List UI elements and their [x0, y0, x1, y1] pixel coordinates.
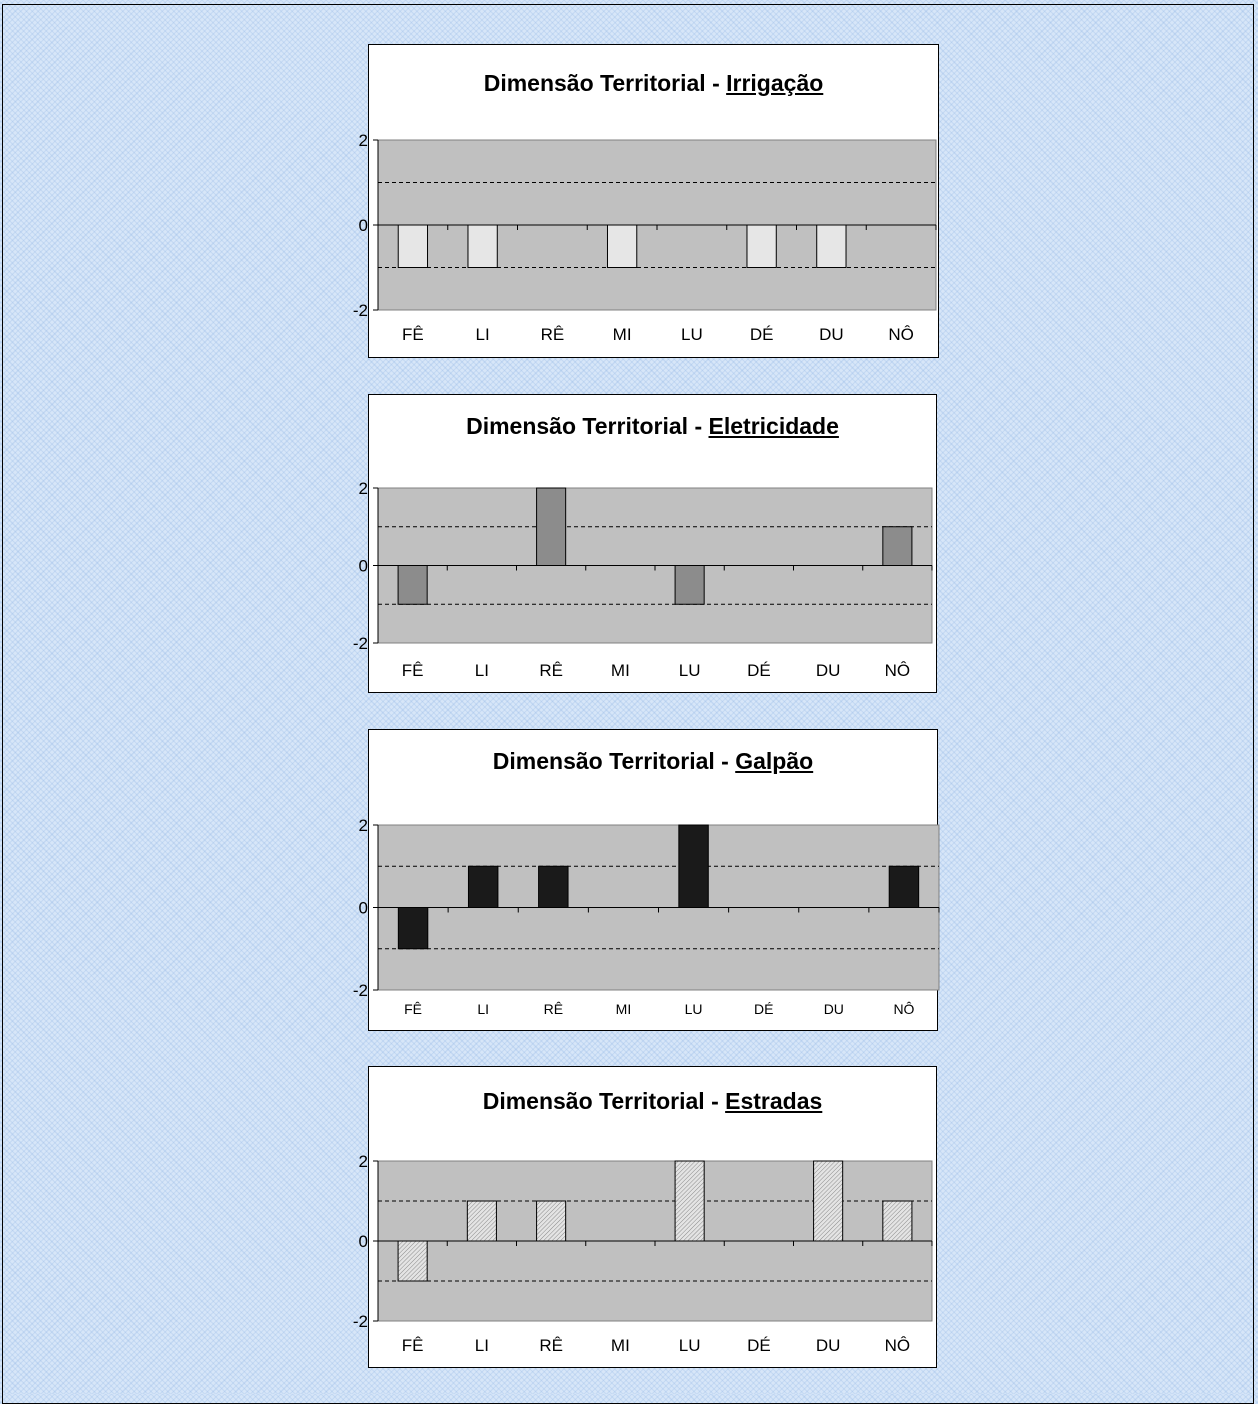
category-label: MI	[611, 661, 630, 680]
category-label: NÔ	[893, 1001, 914, 1017]
bar-NÔ	[882, 526, 913, 566]
bar-NÔ	[882, 1200, 913, 1242]
y-tick-label: -2	[353, 301, 368, 320]
bar-FÊ	[397, 224, 429, 268]
bar-FÊ	[397, 907, 429, 950]
chart-irrigacao: Dimensão Territorial - Irrigação 2 0 -2 FÊ L…	[353, 44, 939, 358]
chart-title-prefix: Dimensão Territorial -	[483, 70, 727, 96]
chart-title: Dimensão Territorial - Estradas	[369, 1088, 936, 1115]
bar-chart-eletricidade: 2 0 -2 FÊ LI RÊ MI LU DÉ DU NÔ	[353, 479, 933, 680]
category-label: RÊ	[544, 1001, 563, 1017]
category-label: MI	[613, 325, 632, 344]
y-tick-label: -2	[353, 634, 368, 653]
category-label: DU	[824, 1001, 844, 1017]
y-tick-label: 0	[359, 1232, 368, 1251]
chart-title: Dimensão Territorial - Eletricidade	[369, 413, 936, 440]
category-label: LI	[477, 1001, 489, 1017]
bar-FÊ	[397, 1240, 428, 1282]
category-label: LI	[475, 1336, 489, 1355]
chart-eletricidade: Dimensão Territorial - Eletricidade 2 0 -2…	[353, 394, 937, 693]
bar-LI	[467, 224, 498, 268]
y-tick-label: 2	[359, 1152, 368, 1171]
category-label: LU	[681, 325, 703, 344]
bar-FÊ	[397, 565, 428, 605]
y-tick-label: 2	[359, 479, 368, 498]
bar-RÊ	[536, 1200, 567, 1242]
y-tick-label: 2	[359, 131, 368, 150]
chart-title-subject: Eletricidade	[708, 413, 839, 439]
category-label: FÊ	[402, 1336, 424, 1355]
category-label: MI	[611, 1336, 630, 1355]
category-label: FÊ	[402, 661, 424, 680]
chart-galpao: Dimensão Territorial - Galpão 2 0 -2 FÊ LI RÊ…	[353, 729, 940, 1031]
bar-chart-irrigacao: 2 0 -2 FÊ LI RÊ MI LU DÉ DU NÔ	[353, 131, 937, 344]
y-tick-label: 2	[359, 816, 368, 835]
bar-LU	[678, 824, 709, 908]
category-label: RÊ	[541, 325, 565, 344]
chart-title-subject: Estradas	[725, 1088, 823, 1114]
category-label: MI	[616, 1001, 632, 1017]
bar-LI	[466, 1200, 497, 1242]
y-tick-label: -2	[353, 1312, 368, 1331]
chart-title: Dimensão Territorial - Galpão	[369, 748, 937, 775]
bar-RÊ	[536, 487, 567, 566]
chart-title-prefix: Dimensão Territorial -	[492, 748, 736, 774]
category-label: LU	[679, 1336, 701, 1355]
chart-title-subject: Irrigação	[726, 70, 824, 96]
category-label: LU	[685, 1001, 703, 1017]
category-label: FÊ	[404, 1001, 422, 1017]
bar-chart-estradas: 2 0 -2 FÊ LI RÊ MI LU DÉ DU NÔ	[353, 1152, 933, 1355]
category-label: FÊ	[402, 325, 424, 344]
y-tick-label: 0	[359, 216, 368, 235]
category-label: LU	[679, 661, 701, 680]
category-label: NÔ	[885, 1336, 911, 1355]
category-label: DU	[819, 325, 844, 344]
category-label: DÉ	[750, 325, 774, 344]
bar-MI	[606, 224, 638, 268]
category-label: DÉ	[754, 1001, 773, 1017]
y-tick-label: -2	[353, 981, 368, 1000]
bar-chart-galpao: 2 0 -2 FÊ LI RÊ MI LU DÉ DU NÔ	[353, 816, 940, 1017]
category-label: DU	[816, 661, 841, 680]
chart-title-subject: Galpão	[735, 748, 814, 774]
category-label: NÔ	[888, 325, 914, 344]
category-label: DÉ	[747, 1336, 771, 1355]
chart-title: Dimensão Territorial - Irrigação	[369, 70, 938, 97]
category-label: RÊ	[539, 661, 563, 680]
bar-LU	[674, 565, 705, 605]
y-tick-label: 0	[359, 899, 368, 918]
bar-RÊ	[538, 865, 569, 908]
chart-title-prefix: Dimensão Territorial -	[482, 1088, 726, 1114]
chart-estradas: Dimensão Territorial - Estradas 2 0 -2 FÊ LI…	[353, 1066, 937, 1368]
bar-LU	[674, 1160, 705, 1242]
bar-NÔ	[888, 865, 920, 908]
category-label: DÉ	[747, 661, 771, 680]
category-label: LI	[476, 325, 490, 344]
bar-LI	[467, 865, 499, 908]
category-label: RÊ	[539, 1336, 563, 1355]
bar-DÉ	[746, 224, 777, 268]
category-label: DU	[816, 1336, 841, 1355]
category-label: LI	[475, 661, 489, 680]
bar-DU	[813, 1160, 844, 1242]
y-tick-label: 0	[359, 557, 368, 576]
category-label: NÔ	[885, 661, 911, 680]
bar-DU	[816, 224, 847, 268]
chart-title-prefix: Dimensão Territorial -	[466, 413, 709, 439]
